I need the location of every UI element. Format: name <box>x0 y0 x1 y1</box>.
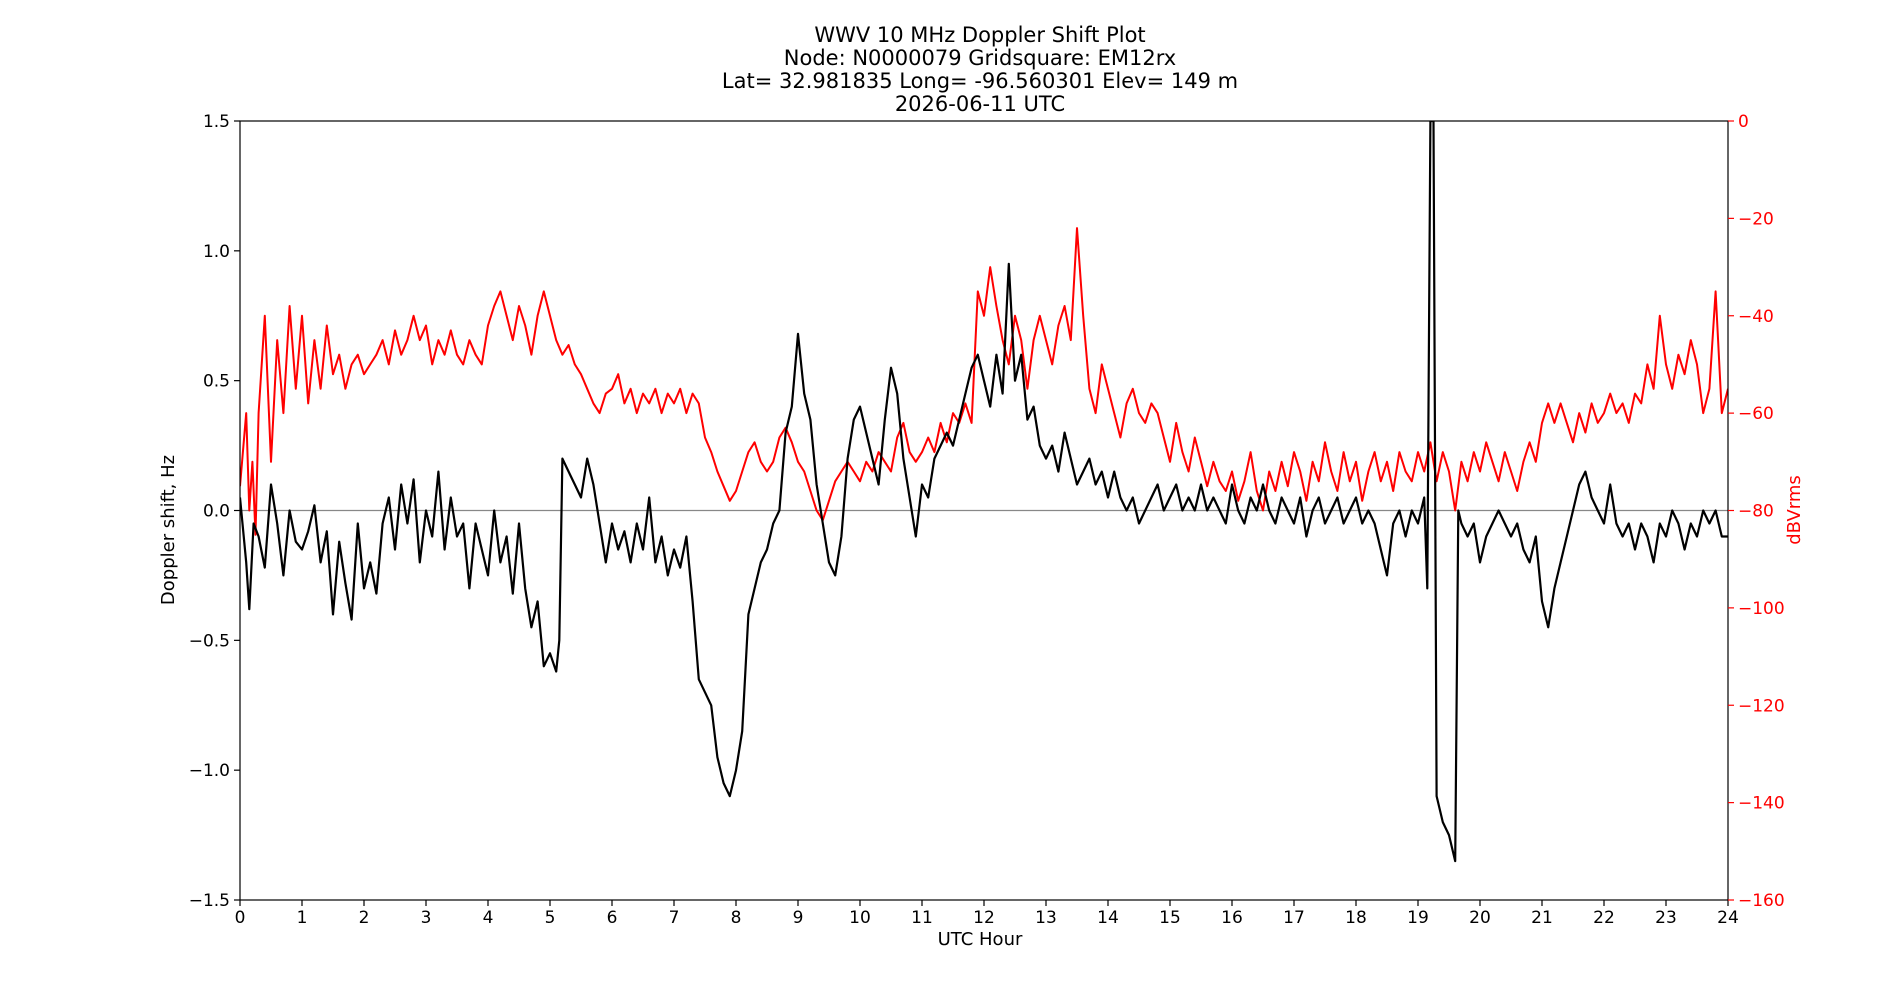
y2-tick-label: −80 <box>1738 502 1774 522</box>
chart-title: WWV 10 MHz Doppler Shift Plot Node: N000… <box>722 23 1238 116</box>
x-tick-label: 2 <box>359 908 370 928</box>
y-tick-label: −1.0 <box>189 761 230 781</box>
x-tick-label: 5 <box>545 908 556 928</box>
x-tick-label: 21 <box>1531 908 1553 928</box>
y-axis-right: 0 −20 −40 −60 −80 −100 −120 −140 −160 <box>1728 112 1785 911</box>
y-tick-label: 1.5 <box>203 112 230 132</box>
x-tick-label: 17 <box>1283 908 1305 928</box>
y-axis-left: 1.5 1.0 0.5 0.0 −0.5 −1.0 −1.5 <box>189 112 240 911</box>
x-tick-label: 7 <box>669 908 680 928</box>
y2-tick-label: 0 <box>1738 112 1749 132</box>
x-tick-label: 13 <box>1035 908 1057 928</box>
x-tick-label: 12 <box>973 908 995 928</box>
y-tick-label: 1.0 <box>203 242 230 262</box>
x-tick-label: 11 <box>911 908 933 928</box>
y2-tick-label: −40 <box>1738 307 1774 327</box>
y-tick-label: 0.5 <box>203 372 230 392</box>
y2-tick-label: −100 <box>1738 599 1785 619</box>
y2-axis-label: dBVrms <box>1784 475 1805 545</box>
y2-tick-label: −20 <box>1738 209 1774 229</box>
x-tick-label: 18 <box>1345 908 1367 928</box>
y2-tick-label: −160 <box>1738 891 1785 911</box>
x-axis-label: UTC Hour <box>938 929 1023 950</box>
x-tick-label: 15 <box>1159 908 1181 928</box>
title-line-4: 2026-06-11 UTC <box>895 92 1065 116</box>
y2-tick-label: −140 <box>1738 794 1785 814</box>
x-tick-label: 19 <box>1407 908 1429 928</box>
x-tick-label: 23 <box>1655 908 1677 928</box>
plot-area <box>240 121 1728 863</box>
y-tick-label: −1.5 <box>189 891 230 911</box>
x-tick-label: 1 <box>297 908 308 928</box>
series-line-doppler <box>240 121 1728 863</box>
y-tick-label: −0.5 <box>189 631 230 651</box>
x-tick-label: 20 <box>1469 908 1491 928</box>
x-tick-label: 14 <box>1097 908 1119 928</box>
x-tick-label: 6 <box>607 908 618 928</box>
y2-tick-label: −60 <box>1738 404 1774 424</box>
x-tick-label: 10 <box>849 908 871 928</box>
title-line-2: Node: N0000079 Gridsquare: EM12rx <box>784 46 1176 70</box>
x-tick-label: 9 <box>793 908 804 928</box>
y-axis-label: Doppler shift, Hz <box>158 455 179 605</box>
x-tick-label: 8 <box>731 908 742 928</box>
x-tick-label: 0 <box>235 908 246 928</box>
x-tick-label: 16 <box>1221 908 1243 928</box>
x-tick-label: 22 <box>1593 908 1615 928</box>
title-line-3: Lat= 32.981835 Long= -96.560301 Elev= 14… <box>722 69 1238 93</box>
x-tick-label: 4 <box>483 908 494 928</box>
y2-tick-label: −120 <box>1738 696 1785 716</box>
series-line-power <box>240 227 1728 536</box>
title-line-1: WWV 10 MHz Doppler Shift Plot <box>814 23 1145 47</box>
x-tick-label: 24 <box>1717 908 1739 928</box>
y-tick-label: 0.0 <box>203 502 230 522</box>
x-tick-label: 3 <box>421 908 432 928</box>
x-axis: 0 1 2 3 4 5 6 7 8 9 10 11 12 13 14 15 16 17 18 19 20 21 22 23 24 <box>235 900 1739 928</box>
